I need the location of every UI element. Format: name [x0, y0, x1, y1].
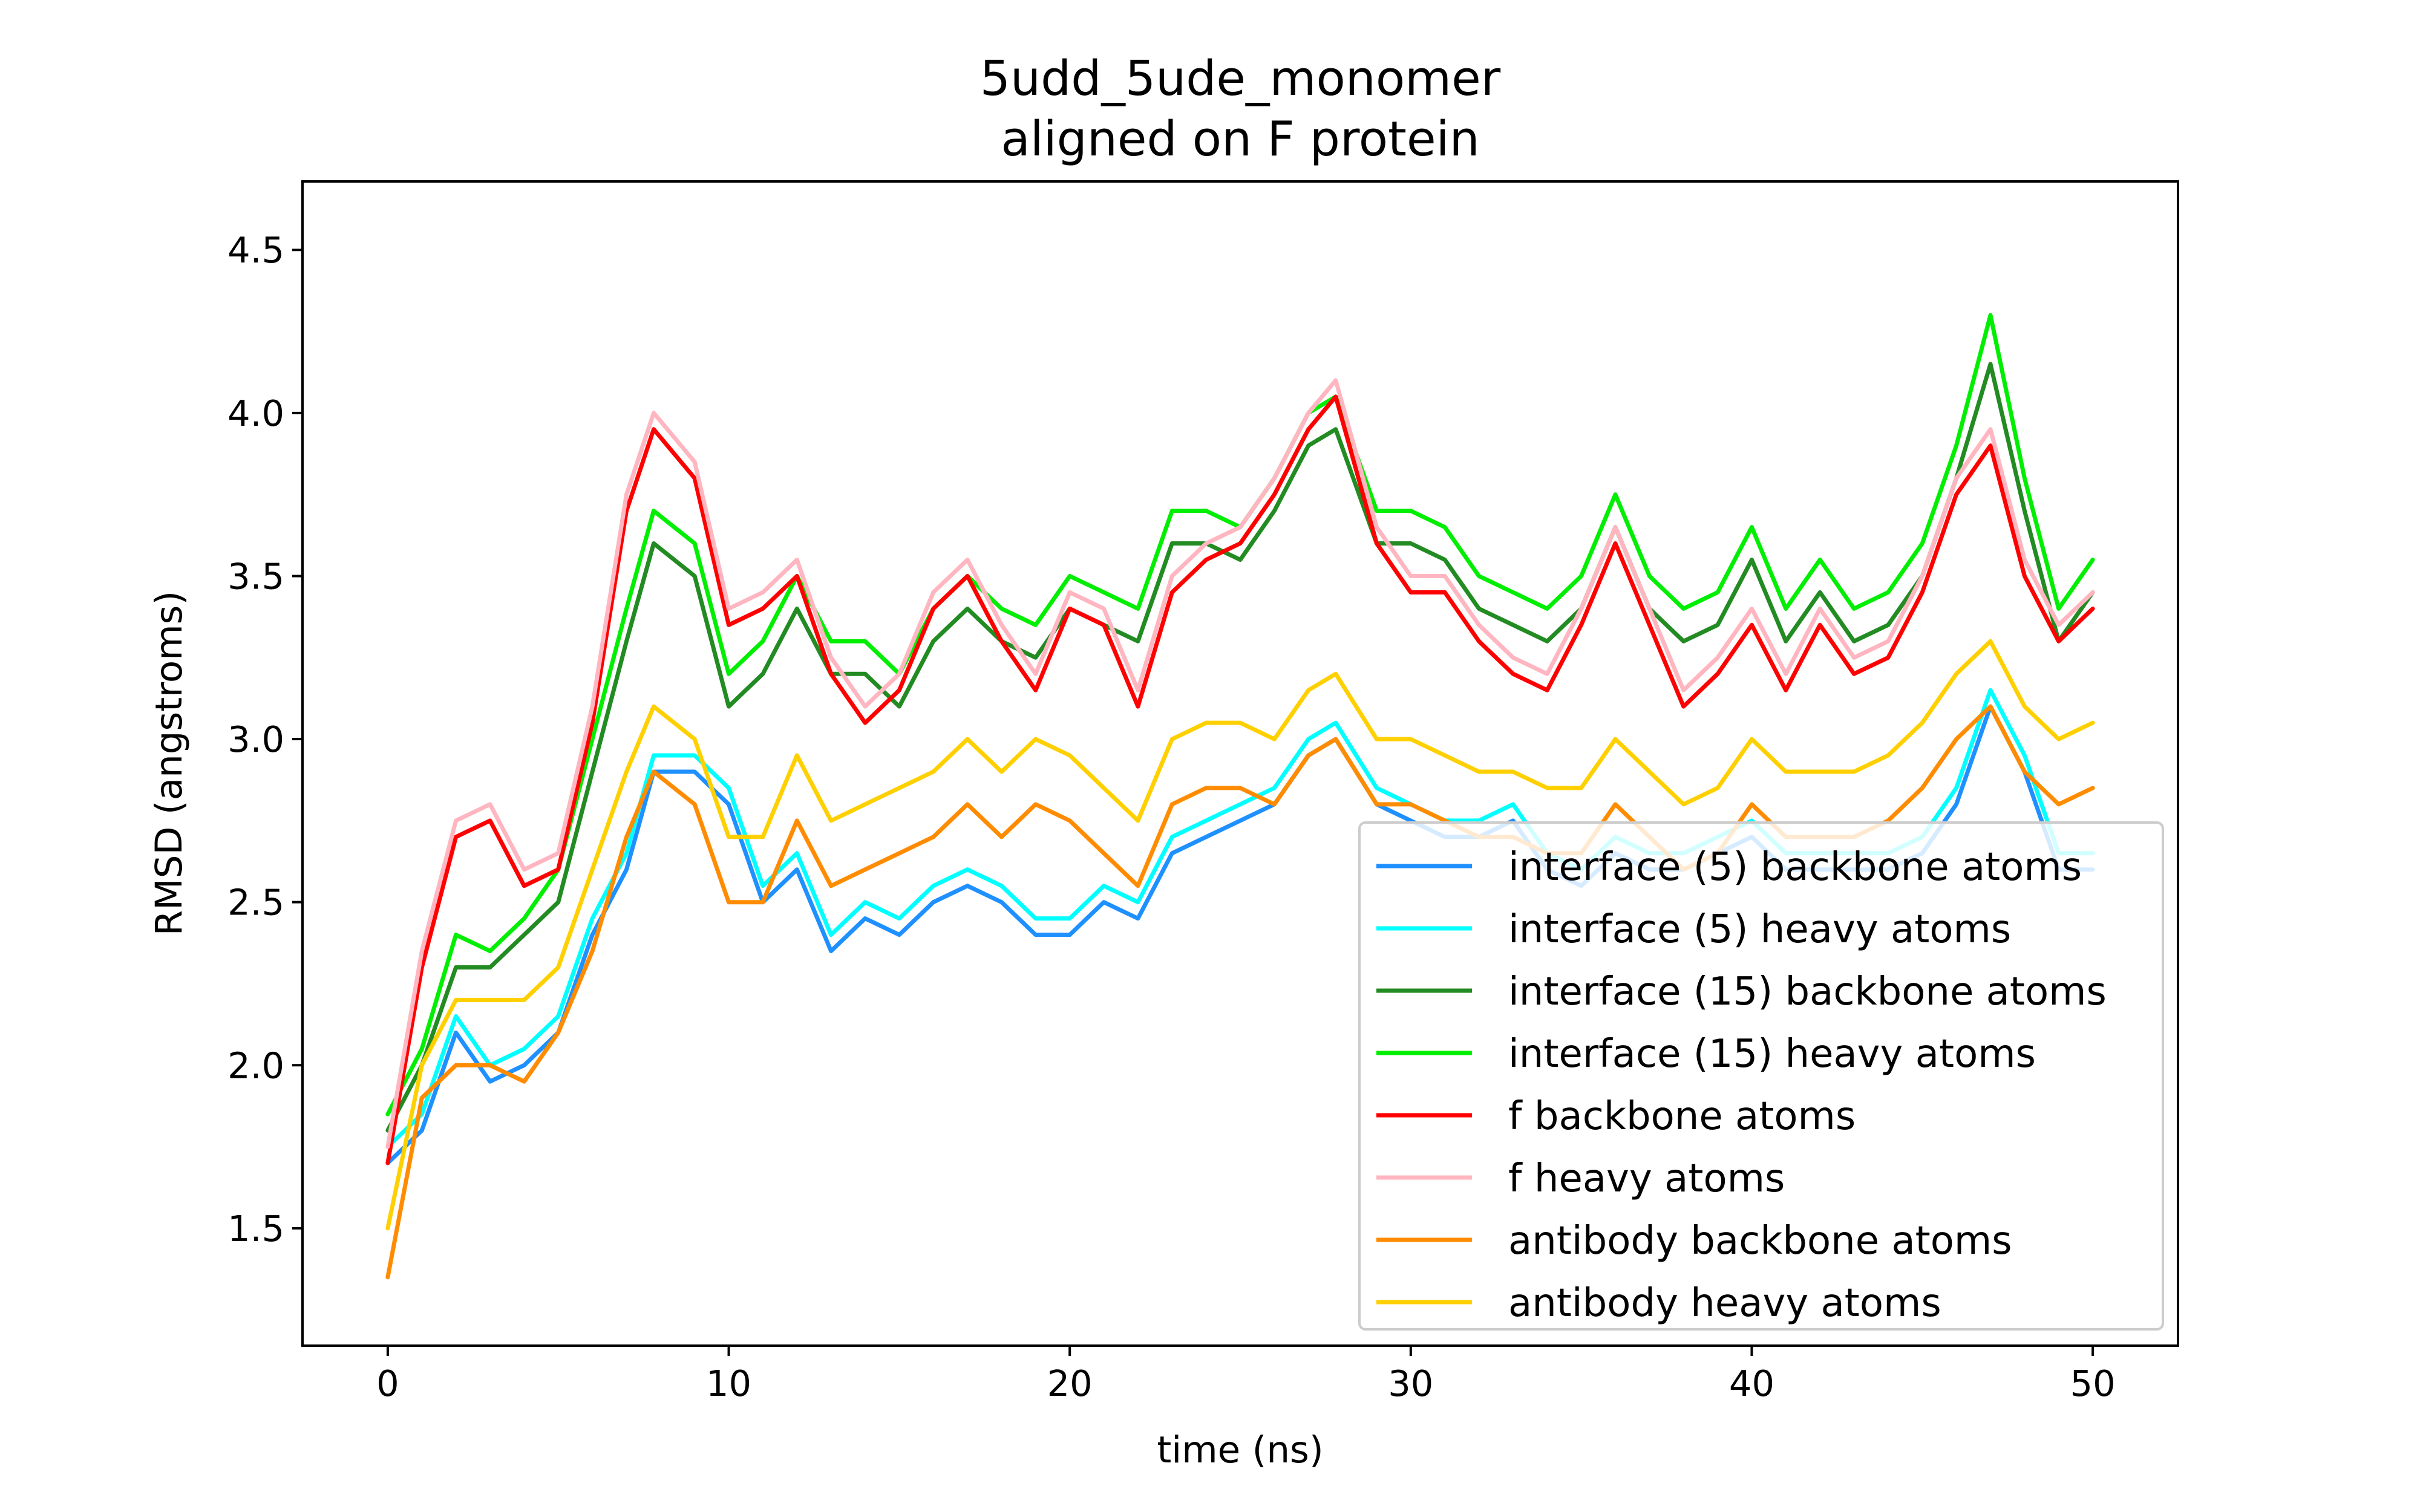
x-axis-ticks: 0 10 20 30 40 50 — [376, 1346, 2116, 1404]
chart-subtitle: aligned on F protein — [1001, 111, 1479, 167]
y-tick-label: 1.5 — [227, 1208, 284, 1250]
y-tick-label: 2.0 — [227, 1044, 284, 1086]
y-axis-ticks: 1.5 2.0 2.5 3.0 3.5 4.0 4.5 — [227, 229, 302, 1250]
y-tick-label: 2.5 — [227, 882, 284, 924]
legend-label: f backbone atoms — [1508, 1094, 1856, 1139]
x-tick-label: 30 — [1388, 1363, 1433, 1404]
x-tick-label: 10 — [706, 1363, 751, 1404]
legend-items: interface (5) backbone atoms interface (5… — [1376, 845, 2107, 1326]
legend-label: interface (5) heavy atoms — [1508, 907, 2011, 952]
series-line-6 — [385, 378, 2095, 1149]
y-tick-label: 4.0 — [227, 393, 284, 434]
series-line-8 — [385, 639, 2095, 1231]
y-tick-label: 4.5 — [227, 229, 284, 271]
chart-title: 5udd_5ude_monomer — [980, 51, 1501, 106]
y-axis-label: RMSD (angstroms) — [148, 591, 191, 936]
y-tick-label: 3.0 — [227, 719, 284, 760]
legend-label: interface (15) heavy atoms — [1508, 1032, 2036, 1077]
series-line-5 — [385, 394, 2095, 1165]
legend-label: interface (15) backbone atoms — [1508, 969, 2107, 1014]
x-tick-label: 50 — [2070, 1363, 2116, 1404]
legend: interface (5) backbone atoms interface (5… — [1358, 821, 2164, 1331]
legend-label: antibody backbone atoms — [1508, 1219, 2012, 1263]
plot-frame — [301, 180, 2179, 1347]
y-tick-label: 3.5 — [227, 555, 284, 597]
x-axis-label: time (ns) — [1157, 1429, 1323, 1471]
legend-label: f heavy atoms — [1508, 1156, 1785, 1201]
x-tick-label: 40 — [1729, 1363, 1774, 1404]
x-tick-label: 0 — [376, 1363, 399, 1404]
legend-label: antibody heavy atoms — [1508, 1281, 1941, 1326]
series-line-3 — [385, 362, 2095, 1133]
legend-box — [1358, 821, 2164, 1331]
x-tick-label: 20 — [1047, 1363, 1093, 1404]
legend-label: interface (5) backbone atoms — [1508, 845, 2082, 890]
